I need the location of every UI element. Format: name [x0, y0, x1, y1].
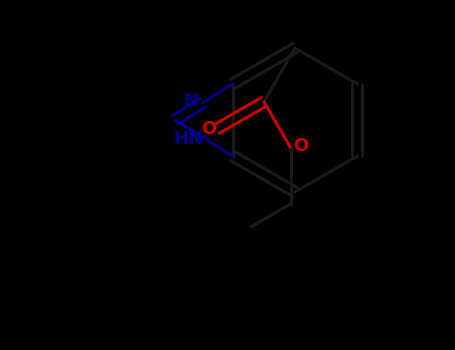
Text: HN: HN	[174, 130, 204, 148]
Text: N: N	[183, 92, 198, 110]
Text: O: O	[201, 120, 217, 138]
Text: O: O	[293, 137, 308, 155]
